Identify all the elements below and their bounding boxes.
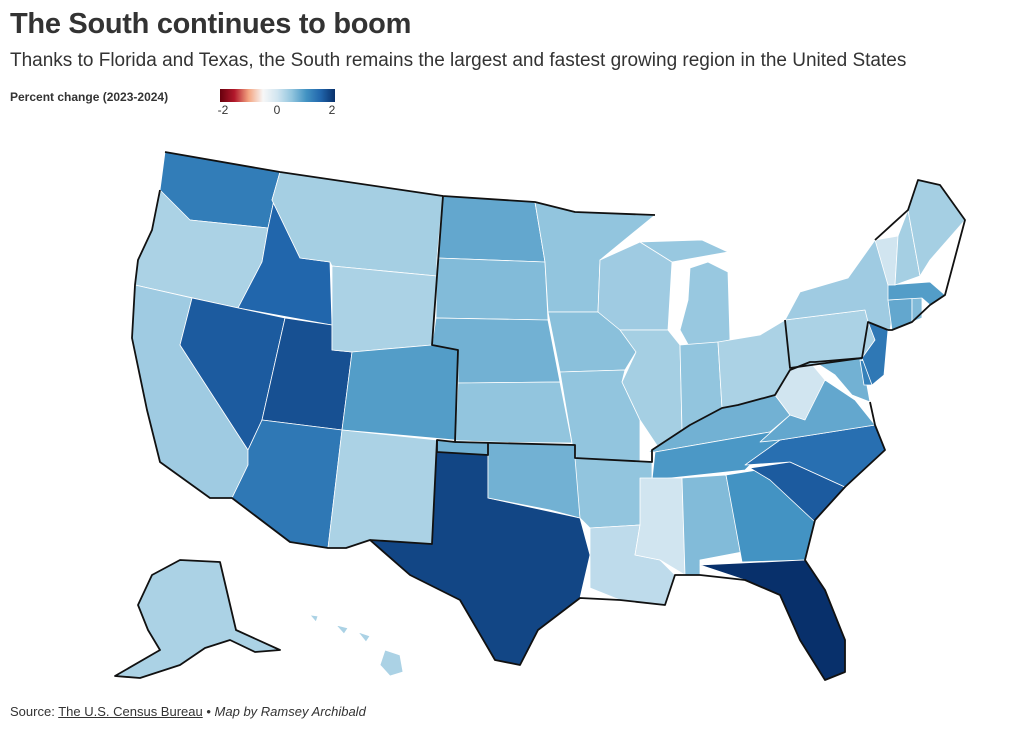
alaska-outline — [114, 559, 281, 679]
state-wyoming[interactable] — [331, 265, 438, 353]
state-south-dakota[interactable] — [435, 257, 549, 321]
border-midwest-south — [454, 357, 863, 463]
state-new-mexico[interactable] — [327, 429, 438, 549]
legend-title: Percent change (2023-2024) — [10, 90, 169, 104]
state-alaska[interactable] — [114, 559, 281, 679]
coastline-outline — [131, 151, 966, 681]
source-link[interactable]: The U.S. Census Bureau — [58, 704, 203, 719]
legend-tick-max: 2 — [328, 103, 336, 117]
source-label: Source: — [10, 704, 55, 719]
map-credit: Map by Ramsey Archibald — [214, 704, 366, 719]
color-legend: Percent change (2023-2024) -2 0 2 — [10, 88, 350, 122]
border-northeast — [784, 319, 889, 369]
state-north-dakota[interactable] — [436, 195, 546, 263]
state-kansas[interactable] — [454, 381, 573, 444]
census-region-borders — [114, 151, 966, 681]
map-title: The South continues to boom — [10, 8, 412, 40]
legend-gradient-bar — [220, 89, 335, 102]
legend-ticks: -2 0 2 — [217, 103, 336, 121]
source-separator: • — [206, 704, 211, 719]
map-subtitle: Thanks to Florida and Texas, the South r… — [10, 50, 907, 71]
state-connecticut[interactable] — [887, 297, 913, 331]
legend-tick-zero: 0 — [273, 103, 281, 117]
us-choropleth-map — [114, 151, 966, 681]
state-layer — [114, 151, 966, 681]
border-texas-nm — [369, 439, 438, 545]
source-footer: Source: The U.S. Census Bureau • Map by … — [10, 704, 366, 719]
state-colorado[interactable] — [341, 344, 459, 441]
state-hawaii[interactable] — [309, 614, 404, 677]
legend-tick-min: -2 — [217, 103, 229, 117]
